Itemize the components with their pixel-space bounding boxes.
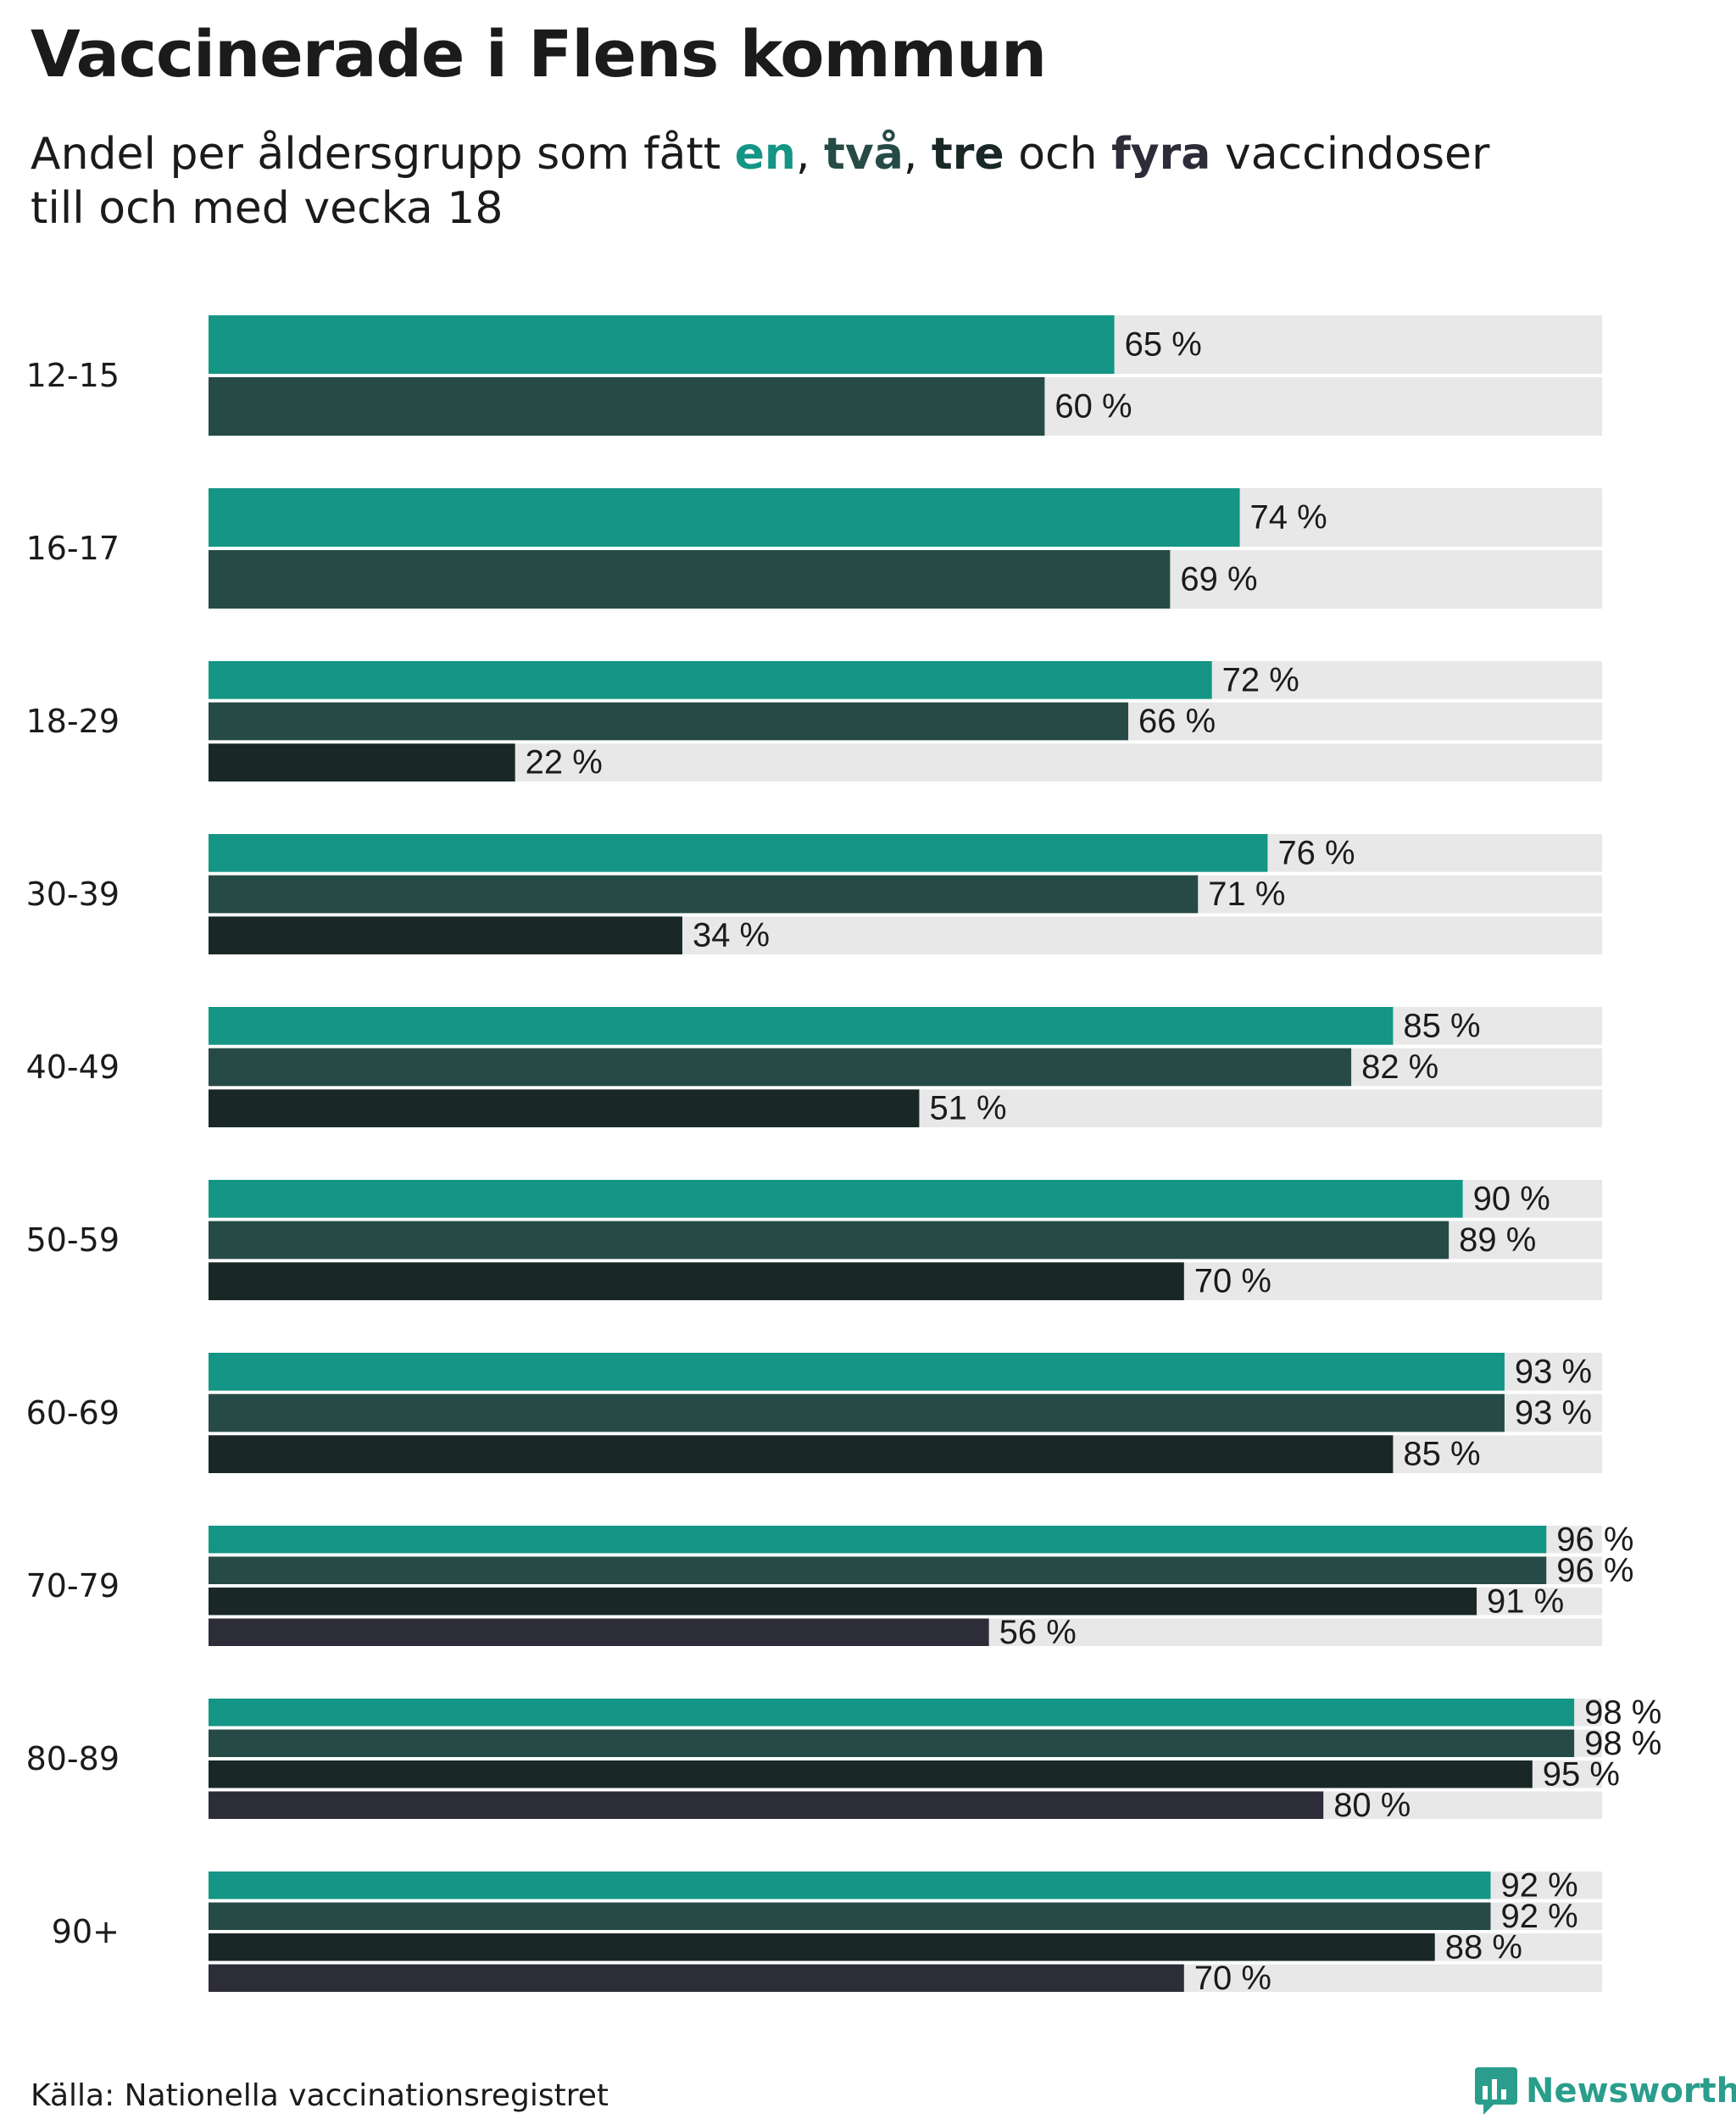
value-label: 56 % [999,1614,1077,1651]
subtitle-dose-en: en [734,129,796,180]
value-label: 66 % [1138,703,1216,740]
bar-en-50-59 [209,1180,1463,1218]
value-label: 85 % [1403,1007,1480,1044]
age-group-16-17: 16-17 74 % 69 % [26,488,1602,609]
value-label: 70 % [1194,1960,1271,1997]
bar-en-16-17 [209,488,1240,547]
source-note: Källa: Nationella vaccinationsregistret [31,2078,609,2113]
value-label: 80 % [1333,1787,1410,1824]
value-label: 82 % [1361,1048,1438,1086]
age-group-18-29: 18-29 72 %66 % 22 % [26,661,1602,781]
bar-tre-40-49 [209,1089,920,1127]
age-group-12-15: 12-15 65 % 60 % [26,315,1602,436]
value-label: 96 % [1556,1521,1633,1558]
value-label: 76 % [1277,834,1355,871]
category-label: 90+ [52,1913,120,1950]
subtitle-suffix: vaccindoser [1210,129,1490,180]
chart-subtitle: Andel per åldersgrupp som fått en, två, … [31,127,1489,236]
value-label: 93 % [1515,1394,1592,1432]
category-label: 30-39 [26,876,120,913]
bar-en-80-89 [209,1699,1575,1727]
bar-fyra-90-plus [209,1964,1184,1992]
bar-en-90-plus [209,1872,1491,1899]
bar-tre-18-29 [209,743,515,781]
logo-text: Newsworthy [1526,2072,1736,2111]
bar-tva-60-69 [209,1393,1505,1432]
bar-tva-80-89 [209,1729,1575,1757]
subtitle-dose-fyra: fyra [1111,129,1211,180]
bar-en-12-15 [209,315,1115,374]
value-label: 92 % [1500,1898,1577,1935]
bar-en-70-79 [209,1526,1547,1554]
subtitle-sep-2: , [903,129,932,180]
value-label: 89 % [1459,1221,1536,1259]
value-label: 85 % [1403,1436,1480,1473]
bar-tva-30-39 [209,875,1199,914]
bar-tva-50-59 [209,1221,1449,1260]
bar-tva-40-49 [209,1048,1352,1087]
bar-en-40-49 [209,1007,1394,1045]
value-label: 70 % [1194,1263,1271,1300]
category-label: 50-59 [26,1221,120,1259]
subtitle-dose-tva: två [824,129,904,180]
bar-tre-60-69 [209,1435,1394,1473]
value-label: 98 % [1584,1725,1661,1762]
category-label: 16-17 [26,530,120,567]
value-label: 51 % [929,1090,1006,1127]
bar-en-18-29 [209,661,1212,699]
subtitle-prefix: Andel per åldersgrupp som fått [31,129,735,180]
category-label: 80-89 [26,1740,120,1777]
bar-tva-90-plus [209,1902,1491,1930]
bar-en-30-39 [209,834,1268,872]
age-group-50-59: 50-59 90 % 89 % 70 % [26,1180,1602,1300]
bar-tva-16-17 [209,550,1171,609]
bar-chart: 12-15 65 % 60 % 16-17 74 % 69 % 18-29 72 %66 % 2… [26,315,1662,1997]
bar-fyra-80-89 [209,1791,1324,1819]
category-label: 12-15 [26,357,120,394]
value-label: 90 % [1473,1180,1550,1217]
bar-tre-80-89 [209,1760,1533,1788]
value-label: 72 % [1222,661,1299,698]
bar-tre-50-59 [209,1262,1184,1300]
bar-tva-70-79 [209,1556,1547,1584]
value-label: 95 % [1543,1755,1620,1793]
age-group-60-69: 60-69 93 % 93 % 85 % [26,1353,1602,1473]
value-label: 92 % [1500,1866,1577,1904]
subtitle-dose-tre: tre [931,129,1004,180]
value-label: 22 % [526,744,603,781]
value-label: 96 % [1556,1552,1633,1589]
age-group-40-49: 40-49 85 % 82 % 51 % [26,1007,1602,1127]
subtitle-sep-1: , [795,129,825,180]
value-label: 93 % [1515,1353,1592,1390]
category-label: 18-29 [26,703,120,740]
value-label: 60 % [1054,388,1132,425]
value-label: 98 % [1584,1694,1661,1731]
value-label: 34 % [693,917,770,954]
bar-tre-70-79 [209,1588,1477,1616]
bar-tva-12-15 [209,377,1045,436]
bar-tre-90-plus [209,1933,1435,1961]
category-label: 40-49 [26,1048,120,1086]
chart-title: Vaccinerade i Flens kommun [31,16,1047,92]
subtitle-mid: och [1004,129,1112,180]
value-label: 91 % [1487,1582,1564,1620]
age-group-90-plus: 90+92 %92 %88 %70 % [52,1866,1602,1997]
bar-en-60-69 [209,1353,1505,1391]
newsworthy-logo: Newsworthy [1475,2066,1736,2116]
category-label: 70-79 [26,1567,120,1605]
value-label: 69 % [1180,561,1257,598]
bar-fyra-70-79 [209,1618,989,1646]
value-label: 74 % [1250,499,1327,537]
value-label: 71 % [1208,876,1285,913]
newsworthy-logo-icon [1475,2067,1517,2115]
category-label: 60-69 [26,1394,120,1432]
age-group-30-39: 30-39 76 % 71 % 34 % [26,834,1602,954]
subtitle-line-2: till och med vecka 18 [31,183,504,234]
value-label: 65 % [1125,326,1202,364]
value-label: 88 % [1445,1928,1522,1966]
bar-tva-18-29 [209,702,1129,741]
bar-tre-30-39 [209,916,682,954]
